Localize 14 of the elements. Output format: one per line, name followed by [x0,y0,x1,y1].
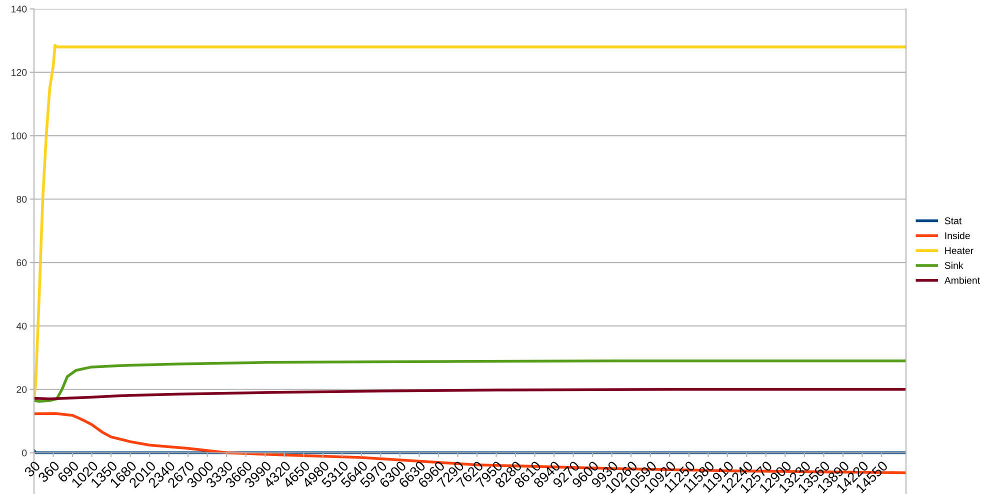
y-tick-label: 100 [12,132,27,140]
legend-label: Stat [944,217,962,224]
y-tick-label: 120 [12,69,27,76]
y-tick-label: 40 [16,322,27,330]
x-tick-label: 360 [38,460,60,483]
legend-label: Sink [944,262,964,269]
y-tick-label: 80 [16,196,27,203]
y-tick-label: 20 [16,386,27,393]
legend-label: Heater [945,247,974,254]
legend-label: Ambient [944,276,980,284]
y-tick-label: 0 [22,450,27,456]
y-tick-label: 60 [16,259,27,266]
y-tick-label: 140 [12,6,27,13]
legend-label: Inside [945,232,970,240]
